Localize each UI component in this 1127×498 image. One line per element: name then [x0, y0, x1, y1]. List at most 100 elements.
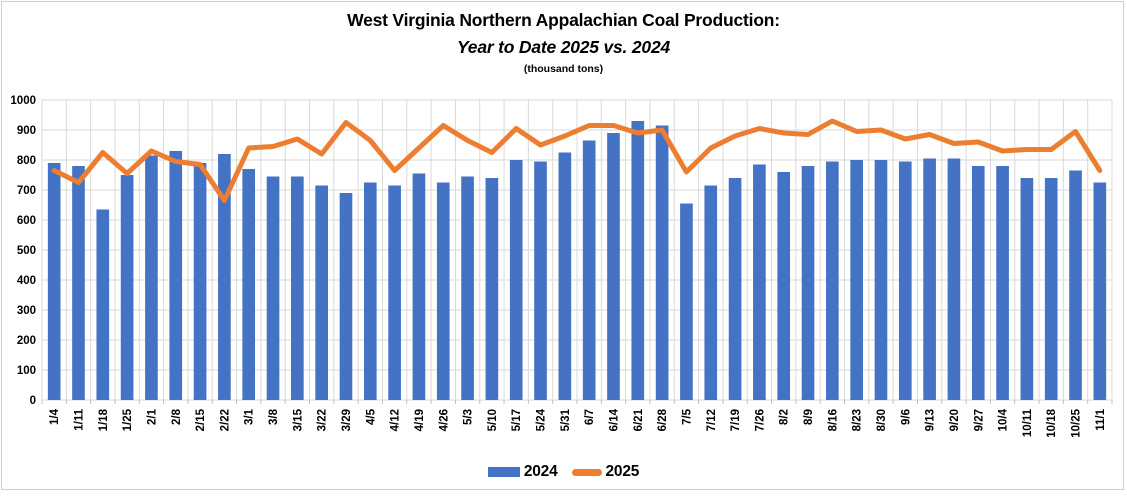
bar-2024 [485, 178, 499, 400]
bar-2024 [923, 158, 936, 400]
legend-item-2025: 2025 [571, 463, 640, 481]
bar-2024 [363, 182, 377, 400]
x-axis-tick-label: 4/26 [438, 409, 450, 431]
x-axis-tick-label: 4/12 [390, 409, 402, 431]
bar-2024 [607, 133, 620, 400]
x-axis-tick-label: 9/13 [925, 409, 937, 431]
bar-2024 [826, 161, 839, 400]
x-axis-tick-label: 1/25 [122, 408, 134, 431]
bar-2024 [1093, 182, 1107, 400]
bar-2024 [680, 203, 693, 400]
bar-2024 [509, 160, 523, 400]
x-axis-tick-label: 2/1 [146, 408, 158, 425]
bar-2024 [120, 175, 134, 400]
x-axis-tick-label: 1/11 [73, 408, 85, 430]
x-axis-tick-label: 6/28 [657, 408, 669, 431]
x-axis-tick-label: 5/24 [536, 408, 548, 431]
legend-label-2025: 2025 [605, 463, 640, 480]
bar-2024 [388, 185, 401, 400]
bar-2024 [947, 158, 961, 400]
x-axis-tick-label: 2/8 [171, 408, 183, 425]
bar-2024 [145, 155, 158, 400]
x-axis-tick-label: 3/8 [268, 408, 280, 425]
bar-2024 [801, 166, 815, 400]
x-axis-tick-label: 8/9 [803, 409, 815, 425]
x-axis-tick-label: 11/1 [1095, 408, 1107, 430]
chart-subtitle: Year to Date 2025 vs. 2024 [456, 37, 671, 58]
x-axis-tick-label: 8/2 [779, 409, 791, 425]
bar-2024 [461, 176, 474, 400]
x-axis-tick-label: 3/22 [317, 409, 329, 431]
x-axis-tick-label: 9/27 [973, 409, 985, 431]
x-axis-tick-label: 5/10 [487, 409, 499, 431]
x-axis-tick-label: 7/26 [754, 409, 766, 431]
x-axis-tick-label: 7/19 [730, 409, 742, 431]
x-axis-tick-label: 10/4 [998, 408, 1010, 431]
x-axis-tick-label: 2/22 [219, 409, 231, 431]
x-axis-tick-label: 6/7 [584, 409, 596, 425]
bar-2024 [850, 160, 863, 400]
bar-2024 [777, 172, 791, 400]
bar-2024 [971, 166, 985, 400]
chart-units-label: (thousand tons) [523, 63, 604, 76]
bar-2024 [704, 185, 718, 400]
x-axis-tick-label: 5/17 [511, 409, 523, 431]
bar-2024 [753, 164, 766, 400]
legend-line-swatch-2025 [571, 468, 602, 476]
bar-2024 [728, 178, 742, 400]
x-axis-tick-label: 3/1 [244, 408, 256, 425]
bar-2024 [898, 161, 912, 400]
bar-2024 [412, 173, 426, 400]
y-axis-tick-label: 300 [17, 305, 36, 317]
x-axis-tick-label: 7/5 [681, 408, 693, 425]
x-axis-tick-label: 7/12 [706, 409, 718, 431]
chart-legend: 2024 2025 [0, 461, 1127, 483]
bar-2024 [193, 163, 207, 400]
x-axis-tick-label: 6/21 [633, 408, 645, 431]
x-axis-tick-label: 5/31 [560, 408, 572, 431]
x-axis-tick-label: 8/23 [852, 409, 864, 431]
bar-2024 [1020, 178, 1034, 400]
y-axis-tick-label: 900 [17, 125, 36, 137]
y-axis-tick-label: 800 [17, 155, 36, 167]
legend-label-2024: 2024 [523, 463, 558, 480]
bar-2024 [72, 166, 85, 400]
x-axis-tick-label: 9/6 [900, 409, 912, 425]
x-axis-tick-label: 8/16 [827, 409, 839, 431]
y-axis-tick-label: 400 [17, 275, 36, 287]
y-axis-tick-label: 500 [17, 245, 36, 257]
x-axis-tick-label: 5/3 [463, 409, 475, 425]
bar-2024 [655, 125, 669, 400]
y-axis-tick-label: 600 [17, 215, 36, 227]
chart-canvas: 0 100 200 300 400 500 600 700 800 900 1000 1/4 1/11 1… [10, 95, 1113, 438]
bar-2024 [242, 169, 256, 400]
bar-2024 [996, 166, 1009, 400]
x-axis-tick-label: 10/18 [1046, 408, 1058, 437]
bar-2024 [874, 160, 888, 400]
bar-2024 [1069, 170, 1082, 400]
bar-2024 [339, 193, 353, 400]
legend-bar-swatch-2024 [487, 467, 520, 477]
bar-2024 [631, 121, 645, 400]
bar-2024 [558, 152, 572, 400]
bar-2024 [436, 182, 450, 400]
x-axis-tick-label: 3/15 [292, 408, 304, 431]
line-2025 [51, 118, 1103, 203]
bar-2024 [1044, 178, 1058, 400]
y-axis-tick-label: 200 [17, 335, 36, 347]
bar-2024 [534, 161, 547, 400]
bar-2024 [266, 176, 280, 400]
x-axis-tick-label: 6/14 [608, 408, 620, 431]
x-axis-tick-label: 4/19 [414, 409, 426, 431]
y-axis-tick-label: 100 [17, 365, 36, 377]
bar-2024 [315, 185, 328, 400]
y-axis-tick-label: 1000 [10, 95, 36, 107]
chart-title: West Virginia Northern Appalachian Coal … [347, 10, 780, 30]
x-axis-tick-label: 1/18 [98, 408, 110, 431]
legend-item-2024: 2024 [487, 463, 558, 481]
title-block: West Virginia Northern Appalachian Coal … [0, 10, 1127, 75]
bar-2024 [218, 154, 231, 400]
x-axis-tick-label: 10/25 [1071, 408, 1083, 437]
x-axis-tick-label: 4/5 [365, 408, 377, 425]
